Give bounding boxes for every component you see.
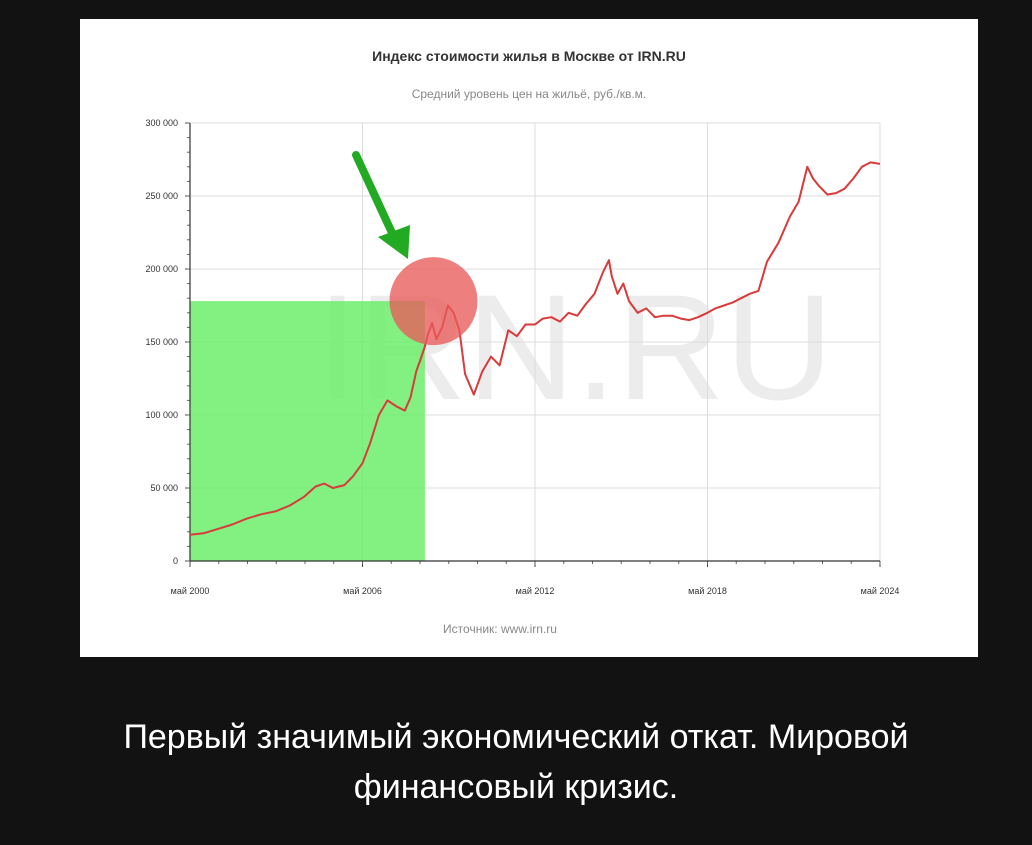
x-tick-label: май 2006 bbox=[343, 586, 382, 596]
arrow-head bbox=[378, 225, 410, 259]
video-caption: Первый значимый экономический откат. Мир… bbox=[0, 712, 1032, 812]
x-tick-label: май 2024 bbox=[861, 586, 900, 596]
chart-subtitle: Средний уровень цен на жильё, руб./кв.м. bbox=[412, 87, 647, 101]
chart-title: Индекс стоимости жилья в Москве от IRN.R… bbox=[372, 48, 686, 64]
text-layer: 0 50 000 100 000 150 000 200 000 250 000 300 0… bbox=[145, 48, 899, 636]
annotation-layer bbox=[352, 151, 478, 346]
series-layer bbox=[189, 161, 881, 536]
y-tick-label: 200 000 bbox=[145, 264, 178, 274]
y-tick-label: 150 000 bbox=[145, 337, 178, 347]
axis-layer bbox=[185, 122, 881, 567]
y-tick-label: 0 bbox=[173, 556, 178, 566]
y-tick-label: 300 000 bbox=[145, 118, 178, 128]
x-tick-label: май 2000 bbox=[171, 586, 210, 596]
x-tick-label: май 2018 bbox=[688, 586, 727, 596]
highlight-layer bbox=[190, 301, 425, 561]
caption-line-2: финансовый кризис. bbox=[353, 768, 679, 806]
arrow-shaft bbox=[352, 151, 397, 239]
caption-line-1: Первый значимый экономический откат. Мир… bbox=[123, 718, 909, 756]
y-tick-label: 250 000 bbox=[145, 191, 178, 201]
highlight-rect bbox=[190, 301, 425, 561]
highlight-circle bbox=[389, 257, 478, 346]
series-line-0 bbox=[189, 161, 881, 536]
x-tick-label: май 2012 bbox=[516, 586, 555, 596]
chart-source: Источник: www.irn.ru bbox=[443, 622, 557, 636]
chart-card: IRN.RU 0 50 000 100 000 150 000 200 000 250 0… bbox=[80, 19, 978, 657]
y-tick-label: 50 000 bbox=[150, 483, 178, 493]
y-tick-label: 100 000 bbox=[145, 410, 178, 420]
